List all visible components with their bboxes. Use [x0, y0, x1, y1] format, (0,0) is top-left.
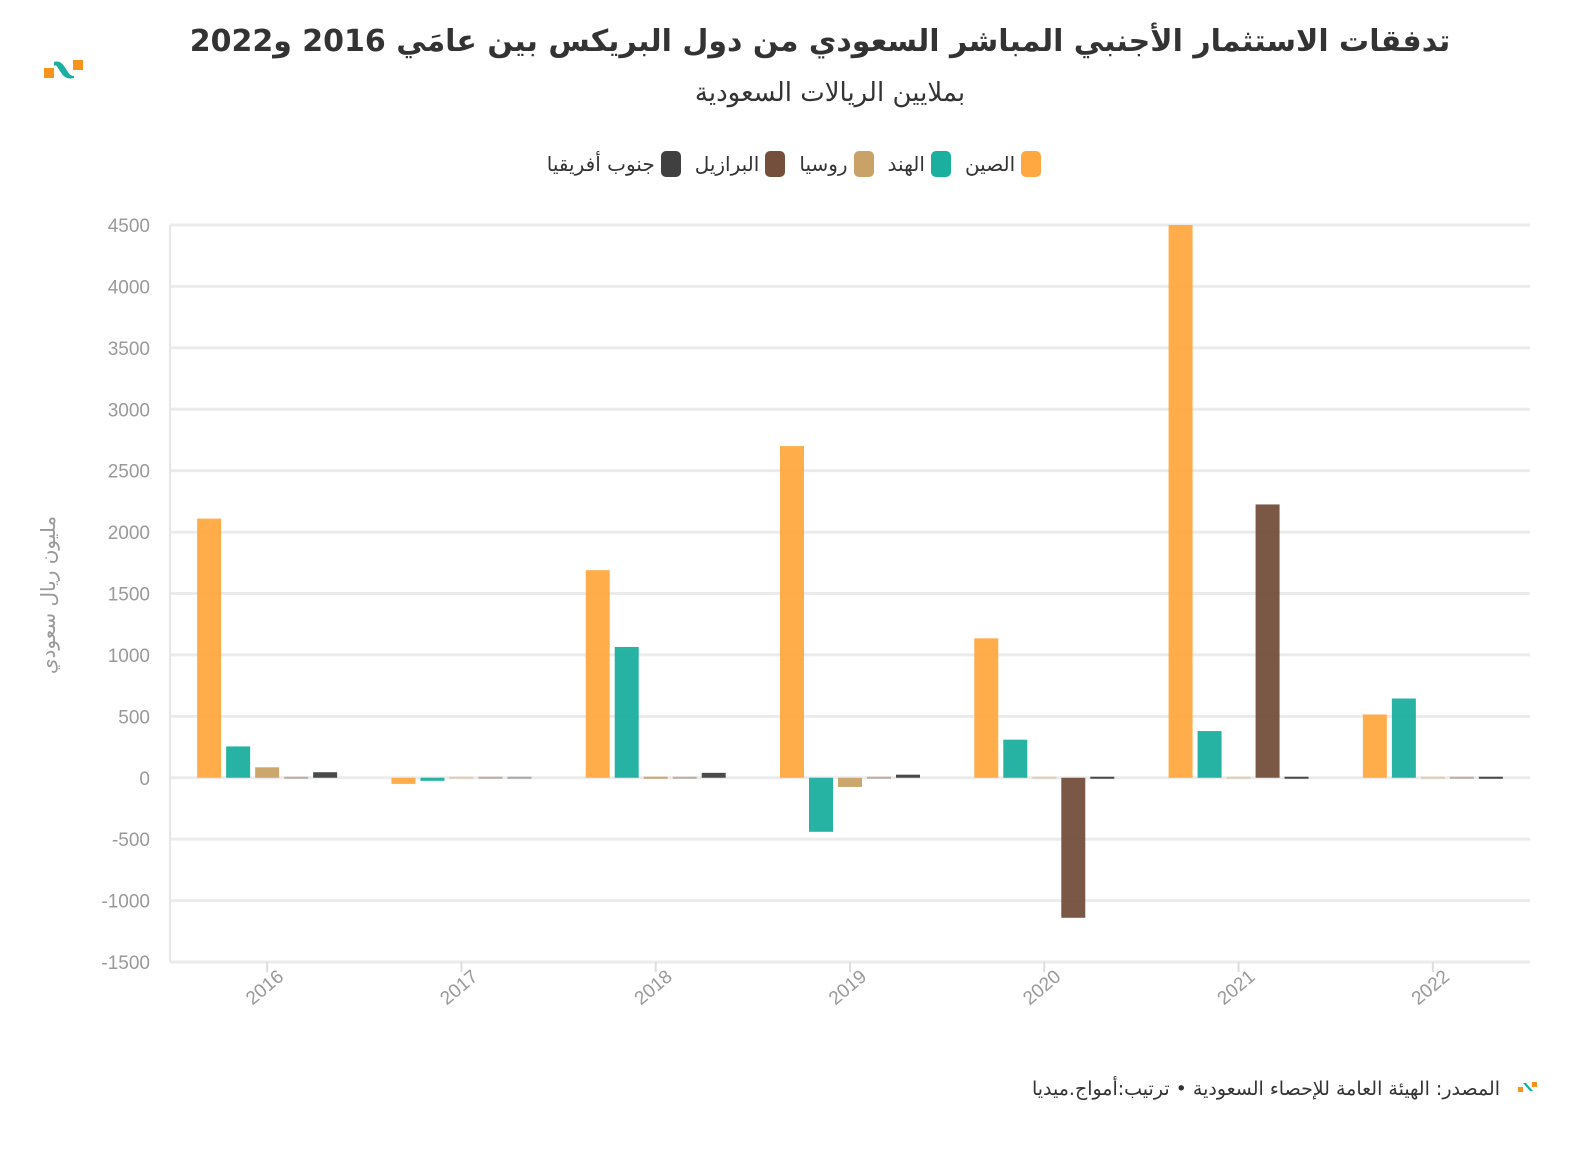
y-tick-label: 1000 — [108, 646, 150, 667]
bar-2022-1 — [1391, 698, 1416, 778]
bar-2019-1 — [809, 777, 833, 832]
legend-swatch — [1021, 151, 1042, 177]
bar-2019-4 — [896, 774, 920, 778]
y-tick-label: -1500 — [101, 953, 150, 974]
bar-2016-4 — [313, 772, 338, 778]
y-tick-label: 2000 — [108, 523, 150, 544]
bar-2016-0 — [197, 518, 222, 778]
legend-label: جنوب أفريقيا — [546, 152, 655, 176]
bar-2021-0 — [1168, 225, 1193, 778]
bar-2016-2 — [255, 767, 280, 778]
y-tick-label: 1500 — [108, 585, 150, 606]
source-note: المصدر: الهيئة العامة للإحصاء السعودية •… — [1031, 1078, 1500, 1100]
legend: الصين الهند روسيا البرازيل جنوب أفريقيا — [0, 150, 1588, 178]
bar-2017-1 — [420, 777, 445, 781]
bar-2021-3 — [1255, 504, 1280, 778]
bar-2020-0 — [974, 638, 999, 778]
legend-item[interactable]: البرازيل — [695, 150, 786, 178]
bar-2018-1 — [614, 646, 639, 778]
bar-2020-4 — [1090, 776, 1115, 779]
legend-label: الهند — [887, 152, 925, 176]
y-tick-label: 4000 — [108, 277, 150, 298]
bar-2017-4 — [507, 776, 532, 779]
chart-subtitle: بملايين الريالات السعودية — [694, 78, 966, 108]
legend-label: الصين — [964, 152, 1016, 176]
x-tick-label: 2017 — [436, 966, 482, 1009]
x-tick-label: 2016 — [242, 966, 288, 1009]
y-tick-label: 500 — [118, 707, 150, 728]
legend-item[interactable]: الهند — [888, 150, 951, 178]
legend-label: البرازيل — [694, 152, 760, 176]
bar-2021-2 — [1226, 776, 1251, 779]
x-tick-label: 2018 — [631, 966, 677, 1009]
brand-logo-icon — [44, 60, 1537, 1092]
y-tick-label: -1000 — [101, 892, 150, 913]
bar-2022-0 — [1362, 714, 1387, 778]
bar-2018-2 — [643, 776, 668, 779]
legend-swatch — [930, 151, 951, 177]
y-tick-label: 0 — [139, 769, 150, 790]
bar-2019-3 — [867, 776, 891, 779]
bar-2022-3 — [1449, 776, 1474, 779]
legend-item[interactable]: الصين — [964, 150, 1042, 178]
bar-2020-1 — [1003, 739, 1028, 778]
bar-2016-3 — [284, 776, 309, 779]
bar-2022-4 — [1478, 776, 1503, 779]
legend-swatch — [853, 151, 874, 177]
x-tick-label: 2021 — [1214, 966, 1260, 1009]
legend-item[interactable]: جنوب أفريقيا — [547, 150, 681, 178]
legend-swatch — [765, 151, 786, 177]
y-axis-label: مليون ريال سعودي — [36, 516, 61, 674]
bar-2021-1 — [1197, 731, 1222, 778]
y-tick-label: 2500 — [108, 462, 150, 483]
legend-item[interactable]: روسيا — [799, 150, 874, 178]
bar-2017-0 — [391, 777, 416, 784]
bar-2019-0 — [780, 446, 804, 778]
bar-2018-4 — [701, 772, 726, 778]
y-tick-label: -500 — [112, 830, 150, 851]
bar-2017-2 — [449, 776, 474, 779]
x-tick-label: 2020 — [1019, 966, 1065, 1009]
y-tick-label: 4500 — [108, 216, 150, 237]
bar-2017-3 — [478, 776, 503, 779]
bar-2020-3 — [1061, 777, 1086, 918]
legend-swatch — [660, 151, 681, 177]
x-tick-label: 2022 — [1408, 966, 1454, 1009]
y-tick-label: 3500 — [108, 339, 150, 360]
bar-2020-2 — [1032, 776, 1057, 779]
bar-2019-2 — [838, 777, 862, 787]
bar-2021-4 — [1284, 776, 1309, 779]
bar-2018-3 — [672, 776, 697, 779]
y-tick-label: 3000 — [108, 400, 150, 421]
chart-title: تدفقات الاستثمار الأجنبي المباشر السعودي… — [189, 24, 1451, 59]
bar-2022-2 — [1420, 776, 1445, 779]
x-tick-label: 2019 — [825, 966, 871, 1009]
bar-2016-1 — [226, 746, 251, 778]
legend-label: روسيا — [799, 152, 848, 176]
bar-2018-0 — [585, 570, 610, 778]
